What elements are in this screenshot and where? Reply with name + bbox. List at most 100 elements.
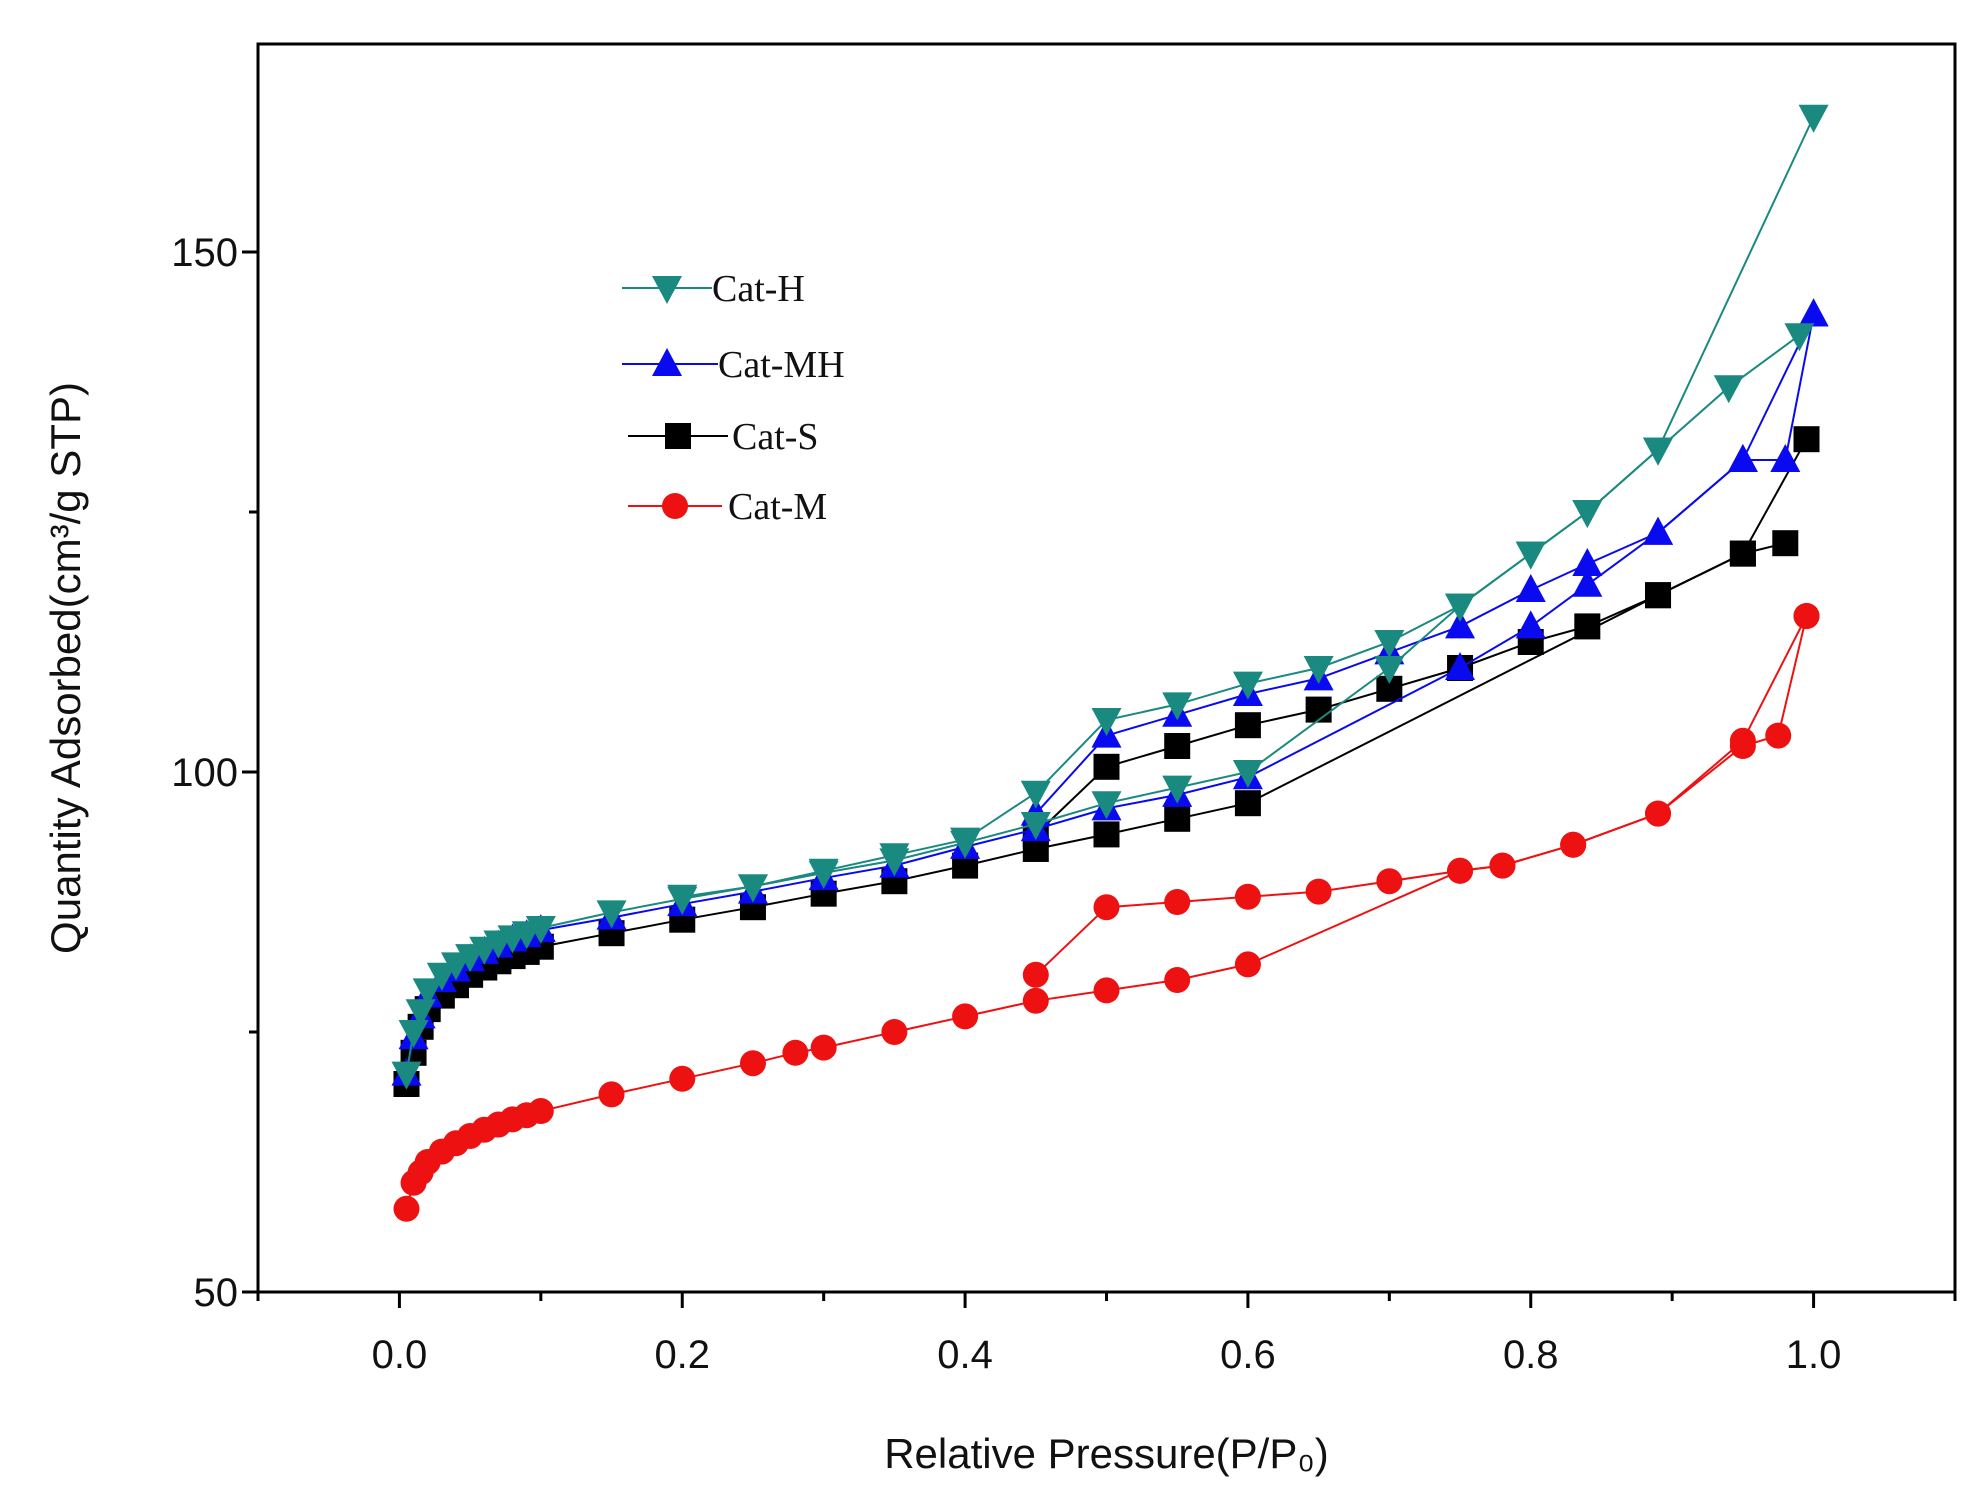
cat-s-desorption-point — [1305, 696, 1332, 723]
y-tick-label: 150 — [171, 231, 238, 275]
cat-s-desorption-point — [1574, 613, 1601, 640]
x-tick-label: 0.2 — [654, 1333, 710, 1377]
cat-mh-adsorption-point — [1445, 652, 1476, 680]
x-tick-label: 0.8 — [1503, 1333, 1559, 1377]
cat-m-desorption-point — [1447, 857, 1474, 884]
cat-h-desorption-point — [1798, 104, 1829, 133]
cat-s-desorption-point — [1645, 582, 1672, 609]
x-tick-label: 0.4 — [937, 1333, 993, 1377]
legend-item-cat-mh: Cat-MH — [622, 344, 845, 386]
cat-mh-desorption-line — [1035, 313, 1815, 815]
cat-h-desorption-point — [1020, 780, 1051, 809]
cat-m-desorption-point — [1093, 894, 1120, 921]
legend-label: Cat-H — [712, 268, 805, 310]
x-tick-label: 0.0 — [372, 1333, 428, 1377]
x-tick-label: 1.0 — [1786, 1333, 1842, 1377]
series-cat-m — [393, 603, 1820, 1222]
cat-h-adsorption-line — [405, 334, 1801, 1074]
cat-h-desorption-point — [1162, 692, 1193, 721]
cat-mh-desorption-point — [1727, 444, 1758, 472]
cat-s-desorption-point — [1793, 426, 1820, 453]
cat-h-adsorption-point — [1091, 791, 1122, 820]
series-cat-h — [391, 104, 1829, 1090]
cat-m-adsorption-point — [1022, 987, 1049, 1014]
legend-marker — [662, 493, 688, 519]
cat-m-adsorption-point — [1234, 951, 1261, 978]
cat-h-desorption-point — [1374, 630, 1405, 658]
cat-s-adsorption-point — [1164, 805, 1191, 832]
cat-m-adsorption-point — [527, 1098, 554, 1125]
cat-h-desorption-point — [808, 858, 839, 887]
cat-m-adsorption-point — [881, 1019, 908, 1045]
cat-h-adsorption-point — [1713, 375, 1744, 404]
cat-h-desorption-point — [737, 874, 768, 903]
cat-h-adsorption-point — [1374, 656, 1405, 684]
series-cat-mh — [391, 298, 1829, 1086]
cat-mh-desorption-point — [1515, 574, 1546, 602]
x-tick-label: 0.6 — [1220, 1333, 1276, 1377]
cat-h-desorption-point — [1515, 541, 1546, 570]
cat-s-adsorption-point — [1772, 530, 1799, 557]
legend-item-cat-m: Cat-M — [628, 486, 827, 528]
cat-h-desorption-point — [667, 884, 698, 913]
legend-marker — [665, 423, 691, 449]
cat-h-adsorption-point — [405, 999, 436, 1028]
cat-m-desorption-point — [1645, 800, 1672, 827]
cat-h-desorption-point — [1572, 500, 1603, 528]
y-tick-labels: 50 100 150 — [171, 231, 238, 1315]
cat-s-desorption-point — [1234, 712, 1261, 739]
legend-marker — [652, 348, 682, 376]
cat-mh-desorption-point — [1798, 298, 1829, 327]
cat-h-desorption-point — [1232, 671, 1263, 700]
axis-ticks — [242, 250, 1957, 1308]
series-group — [391, 104, 1829, 1222]
cat-h-desorption-point — [1303, 656, 1334, 684]
cat-mh-desorption-point — [1572, 548, 1603, 576]
cat-h-adsorption-point — [1232, 760, 1263, 788]
cat-s-desorption-point — [1093, 753, 1120, 780]
y-tick-label: 50 — [194, 1271, 239, 1315]
cat-mh-adsorption-point — [1770, 444, 1801, 472]
cat-m-adsorption-point — [739, 1050, 766, 1077]
cat-m-desorption-point — [1376, 868, 1403, 895]
cat-m-adsorption-point — [598, 1081, 625, 1108]
cat-h-desorption-line — [682, 116, 1815, 898]
cat-h-desorption-point — [1091, 708, 1122, 736]
cat-s-desorption-point — [1164, 733, 1191, 759]
legend-label: Cat-M — [728, 486, 827, 528]
cat-m-desorption-point — [1560, 831, 1587, 858]
cat-m-adsorption-point — [952, 1003, 979, 1030]
cat-h-desorption-point — [1643, 437, 1674, 466]
cat-m-adsorption-point — [782, 1039, 809, 1066]
cat-mh-adsorption-point — [1572, 568, 1603, 597]
y-tick-label: 100 — [171, 751, 238, 795]
cat-m-desorption-line — [1035, 615, 1808, 976]
cat-m-desorption-point — [1164, 889, 1191, 915]
cat-m-desorption-point — [1765, 722, 1792, 749]
cat-m-desorption-point — [1234, 883, 1261, 910]
cat-m-adsorption-point — [393, 1195, 420, 1222]
cat-s-adsorption-point — [1093, 821, 1120, 848]
legend-marker — [652, 276, 682, 304]
cat-h-adsorption-point — [1020, 812, 1051, 840]
cat-s-desorption-point — [1729, 540, 1756, 567]
cat-mh-desorption-point — [1643, 516, 1674, 545]
cat-m-adsorption-point — [810, 1034, 837, 1061]
cat-m-desorption-point — [1022, 961, 1049, 988]
cat-h-adsorption-point — [391, 1061, 422, 1090]
cat-h-adsorption-point — [412, 978, 443, 1007]
cat-m-desorption-point — [1793, 603, 1820, 629]
cat-m-adsorption-point — [1093, 977, 1120, 1004]
legend-item-cat-s: Cat-S — [628, 416, 819, 458]
cat-h-desorption-point — [950, 827, 981, 856]
cat-mh-adsorption-point — [1515, 610, 1546, 639]
legend-label: Cat-MH — [718, 344, 845, 386]
legend: Cat-H Cat-MH Cat-S Cat-M — [622, 268, 845, 528]
cat-m-adsorption-point — [669, 1065, 696, 1092]
cat-m-desorption-point — [1489, 852, 1516, 879]
cat-m-desorption-point — [1729, 733, 1756, 759]
legend-label: Cat-S — [732, 416, 819, 458]
cat-mh-desorption-point — [1445, 610, 1476, 639]
cat-s-desorption-line — [1035, 438, 1808, 836]
